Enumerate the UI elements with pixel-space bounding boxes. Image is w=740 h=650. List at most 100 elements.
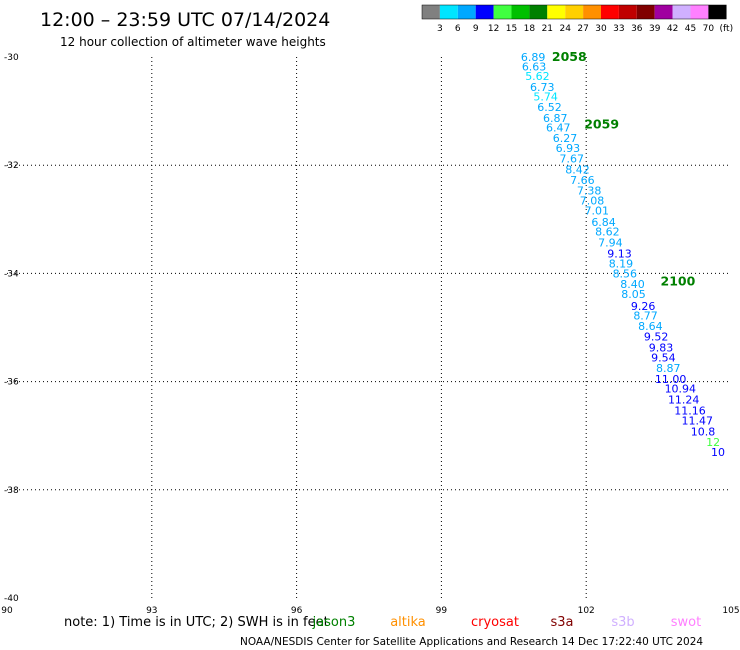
wave-height-label: 6.93 [556,142,581,155]
chart-subtitle: 12 hour collection of altimeter wave hei… [60,35,326,49]
colorbar-label: 3 [437,24,443,34]
wave-height-label: 6.47 [546,121,571,134]
y-tick-label: -34 [4,269,19,279]
colorbar-swatch [511,5,530,19]
colorbar-swatch [618,5,637,19]
colorbar-label: 33 [613,24,624,34]
wave-height-label: 7.01 [585,205,610,218]
colorbar-label: 42 [667,24,678,34]
wave-height-label: 8.77 [633,310,658,323]
wave-height-label: 9.54 [651,351,676,364]
wave-height-label: 11.16 [674,404,706,417]
wave-height-label: 9.52 [644,331,669,344]
x-tick-label: 105 [722,606,739,616]
grid-lines [7,57,731,598]
time-label: 2100 [661,274,696,289]
wave-height-label: 11.00 [655,373,687,386]
y-tick-label: -32 [4,161,19,171]
colorbar-swatch [601,5,619,19]
wave-height-label: 9.13 [607,247,632,260]
colorbar-swatch [475,5,494,19]
y-axis-ticks: -30 -32 -34 -36 -38 -40 [4,53,19,604]
colorbar-swatch [565,5,584,19]
time-labels: 2058 2059 2100 [552,49,696,289]
mission-label: jason3 [312,615,356,630]
wave-height-label: 8.87 [656,362,681,375]
wave-height-label: 7.08 [580,194,605,207]
time-label: 2058 [552,49,587,64]
wave-height-label: 8.56 [613,267,638,280]
colorbar-swatch [422,5,440,19]
colorbar-label: 9 [473,24,479,34]
units-note: note: 1) Time is in UTC; 2) SWH is in fe… [64,615,329,630]
colorbar-frame [421,4,727,20]
colorbar-label: 6 [455,24,461,34]
y-tick-label: -36 [4,378,19,388]
colorbar-swatch [457,5,476,19]
colorbar-label: 24 [559,24,571,34]
y-tick-label: -30 [4,53,19,63]
x-axis-ticks: 90 93 96 99 102 105 [1,606,739,616]
x-tick-label: 102 [578,606,595,616]
wave-height-label: 8.40 [620,278,645,291]
wave-height-label: 9.83 [649,342,674,355]
wave-height-label: 11.24 [668,393,700,406]
y-tick-label: -38 [4,486,19,496]
wave-height-label: 6.87 [543,112,568,125]
mission-label: s3a [550,615,573,630]
colorbar-label: 12 [488,24,499,34]
wave-height-label: 7.67 [559,153,584,166]
wave-height-label: 8.19 [609,258,634,271]
y-tick-label: -40 [4,594,19,604]
wave-height-label: 11.47 [681,415,713,428]
colorbar-swatch [583,5,601,19]
colorbar-swatch [636,5,655,19]
wave-height-label: 7.66 [570,174,595,187]
colorbar-label: 21 [542,24,553,34]
wave-height-label: 7.38 [577,185,602,198]
colorbar-label: 27 [577,24,588,34]
wave-height-label: 10 [711,446,725,459]
x-tick-label: 90 [1,606,13,616]
wave-height-label: 6.27 [553,132,578,145]
colorbar-label: 18 [524,24,536,34]
chart-title: 12:00 – 23:59 UTC 07/14/2024 [40,9,330,31]
wave-height-label: 6.73 [530,81,555,94]
wave-height-label: 10.8 [691,425,716,438]
colorbar-swatch [439,5,458,19]
colorbar-label: (ft) [720,24,734,34]
colorbar-label: 15 [506,24,517,34]
wave-height-label: 10.94 [665,383,697,396]
wave-height-label: 5.74 [533,90,558,103]
colorbar-swatch [493,5,512,19]
colorbar-label: 70 [703,24,715,34]
wave-height-label: 6.84 [591,216,616,229]
mission-legend: jason3 altika cryosat s3a s3b swot [312,615,702,630]
wave-height-label: 5.62 [525,70,550,83]
colorbar-label: 39 [649,24,661,34]
wave-height-label: 6.89 [521,51,546,64]
colorbar-label: 36 [631,24,643,34]
colorbar-swatch [708,5,727,19]
x-tick-label: 99 [436,606,448,616]
colorbar-swatch [672,5,691,19]
colorbar-label: 45 [685,24,696,34]
wave-height-label: 7.94 [598,237,623,250]
mission-label: cryosat [471,615,519,630]
wave-height-label: 8.42 [565,164,590,177]
wave-height-label: 6.63 [522,61,547,74]
wave-height-label: 12 [706,436,720,449]
credit-footer: NOAA/NESDIS Center for Satellite Applica… [240,636,703,648]
colorbar-swatch [690,5,709,19]
colorbar-swatch [547,5,566,19]
mission-label: swot [671,615,701,630]
x-tick-label: 93 [146,606,157,616]
wave-height-label: 8.05 [621,288,646,301]
time-label: 2059 [584,117,619,132]
wave-height-label: 8.62 [595,226,620,239]
colorbar-swatch [529,5,548,19]
x-tick-label: 96 [291,606,303,616]
mission-label: altika [390,615,426,630]
mission-label: s3b [611,615,634,630]
